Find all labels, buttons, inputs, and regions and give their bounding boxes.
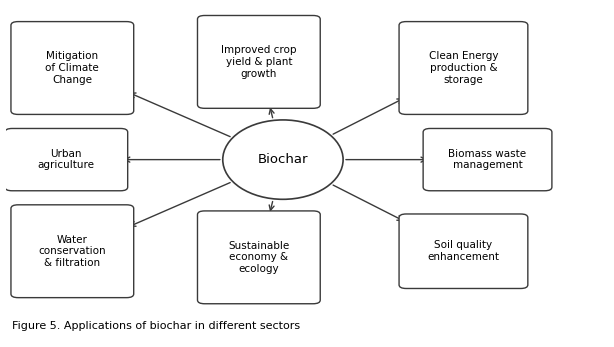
Text: Sustainable
economy &
ecology: Sustainable economy & ecology: [228, 241, 289, 274]
FancyBboxPatch shape: [399, 22, 528, 115]
Text: Biomass waste
management: Biomass waste management: [448, 149, 527, 170]
FancyBboxPatch shape: [198, 211, 321, 304]
FancyBboxPatch shape: [5, 128, 128, 191]
Text: Urban
agriculture: Urban agriculture: [38, 149, 95, 170]
FancyBboxPatch shape: [399, 214, 528, 288]
Text: Mitigation
of Climate
Change: Mitigation of Climate Change: [45, 51, 99, 85]
Ellipse shape: [223, 120, 343, 199]
Text: Clean Energy
production &
storage: Clean Energy production & storage: [429, 51, 498, 85]
Text: Water
conservation
& filtration: Water conservation & filtration: [39, 235, 106, 268]
FancyBboxPatch shape: [11, 205, 134, 298]
Text: Improved crop
yield & plant
growth: Improved crop yield & plant growth: [221, 45, 297, 78]
FancyBboxPatch shape: [198, 16, 321, 108]
Text: Biochar: Biochar: [258, 153, 308, 166]
Text: Figure 5. Applications of biochar in different sectors: Figure 5. Applications of biochar in dif…: [12, 321, 300, 331]
FancyBboxPatch shape: [11, 22, 134, 115]
Text: Soil quality
enhancement: Soil quality enhancement: [427, 240, 499, 262]
FancyBboxPatch shape: [423, 128, 552, 191]
